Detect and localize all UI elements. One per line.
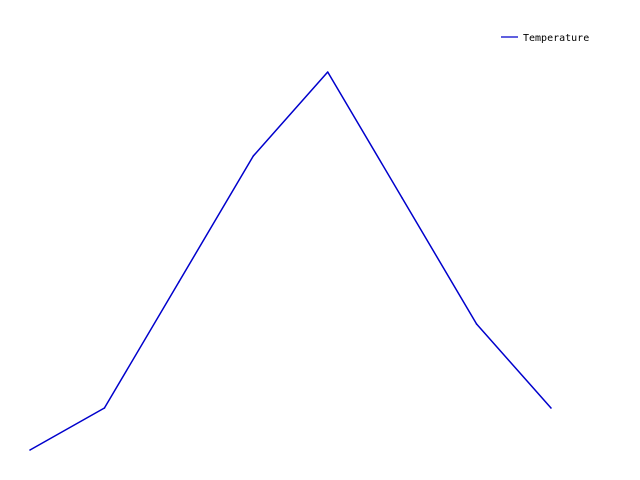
legend-label: Temperature <box>523 33 589 44</box>
data-point <box>252 155 255 157</box>
data-point <box>326 71 329 73</box>
data-point <box>401 197 403 199</box>
data-point <box>550 407 552 409</box>
legend: Temperature <box>501 33 589 44</box>
series-line-0 <box>29 71 552 451</box>
data-point <box>178 281 180 283</box>
series-layer <box>29 71 552 451</box>
data-point <box>103 407 106 409</box>
data-point <box>29 449 31 451</box>
data-point <box>475 323 478 325</box>
